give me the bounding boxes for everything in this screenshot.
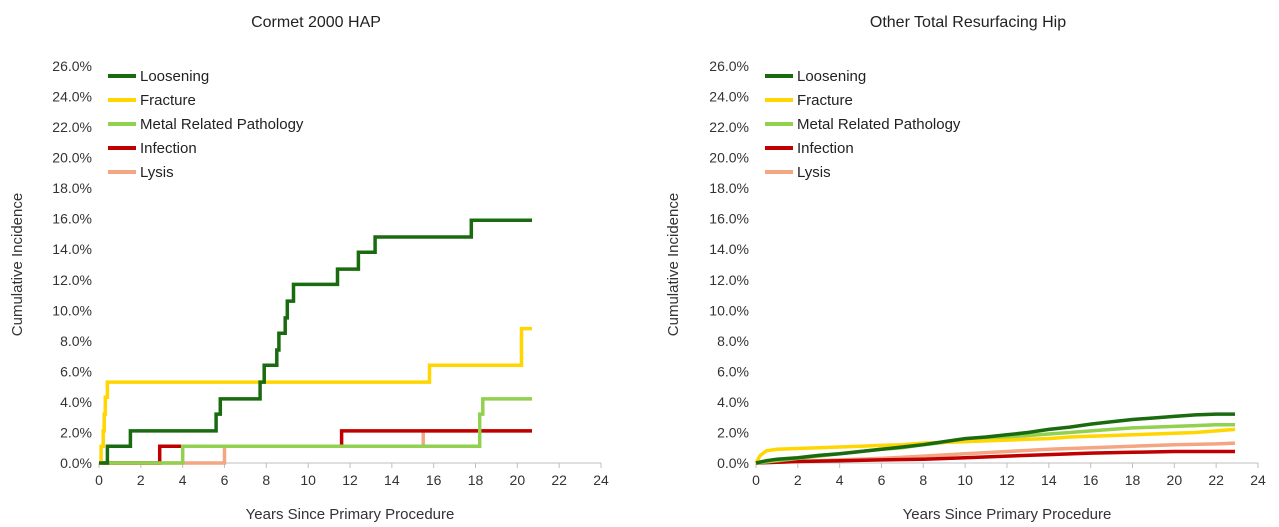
y-tick-label: 24.0% — [52, 89, 92, 105]
y-tick-label: 18.0% — [52, 180, 92, 196]
x-tick-label: 10 — [957, 472, 973, 488]
x-tick-label: 16 — [426, 472, 442, 488]
y-tick-label: 12.0% — [52, 272, 92, 288]
x-tick-label: 20 — [510, 472, 526, 488]
y-axis-label: Cumulative Incidence — [665, 193, 682, 336]
legend-label: Loosening — [140, 68, 209, 85]
y-tick-label: 16.0% — [52, 211, 92, 227]
y-tick-label: 4.0% — [60, 394, 92, 410]
y-tick-label: 24.0% — [709, 89, 749, 105]
y-tick-label: 10.0% — [709, 302, 749, 318]
y-tick-label: 20.0% — [52, 150, 92, 166]
x-tick-label: 4 — [836, 472, 844, 488]
x-tick-label: 14 — [1041, 472, 1057, 488]
x-tick-label: 18 — [1125, 472, 1141, 488]
chart-title: Other Total Resurfacing Hip — [870, 14, 1066, 31]
series-line-fracture — [99, 326, 532, 465]
legend-label: Infection — [797, 140, 854, 157]
y-tick-label: 8.0% — [60, 333, 92, 349]
series-line-infection — [755, 449, 1235, 465]
x-tick-label: 0 — [752, 472, 760, 488]
y-tick-label: 4.0% — [717, 394, 749, 410]
y-tick-label: 14.0% — [709, 241, 749, 257]
x-tick-label: 6 — [878, 472, 886, 488]
x-tick-label: 22 — [1208, 472, 1224, 488]
x-tick-label: 10 — [300, 472, 316, 488]
y-tick-label: 26.0% — [709, 58, 749, 74]
y-tick-label: 22.0% — [709, 119, 749, 135]
y-tick-label: 6.0% — [60, 363, 92, 379]
x-tick-label: 8 — [262, 472, 270, 488]
y-tick-label: 6.0% — [717, 363, 749, 379]
legend-label: Loosening — [797, 68, 866, 85]
x-tick-label: 20 — [1167, 472, 1183, 488]
y-tick-label: 2.0% — [717, 424, 749, 440]
x-tick-label: 4 — [179, 472, 187, 488]
x-tick-label: 6 — [221, 472, 229, 488]
y-tick-label: 18.0% — [709, 180, 749, 196]
x-tick-label: 8 — [919, 472, 927, 488]
y-tick-label: 0.0% — [60, 455, 92, 471]
x-tick-label: 18 — [468, 472, 484, 488]
y-tick-label: 26.0% — [52, 58, 92, 74]
legend-label: Metal Related Pathology — [140, 116, 304, 133]
x-tick-label: 22 — [551, 472, 567, 488]
x-tick-label: 12 — [999, 472, 1015, 488]
x-tick-label: 16 — [1083, 472, 1099, 488]
series-line-loosening — [755, 412, 1235, 465]
legend: Loosening Fracture Metal Related Pathology… — [108, 68, 304, 181]
y-tick-label: 0.0% — [717, 455, 749, 471]
y-tick-label: 20.0% — [709, 150, 749, 166]
x-tick-label: 14 — [384, 472, 400, 488]
legend-label: Fracture — [797, 92, 853, 109]
x-axis-label: Years Since Primary Procedure — [246, 506, 455, 523]
legend-label: Infection — [140, 140, 197, 157]
y-tick-label: 10.0% — [52, 302, 92, 318]
legend: Loosening Fracture Metal Related Pathology… — [765, 68, 961, 181]
series-line-loosening — [99, 218, 532, 465]
x-tick-label: 24 — [593, 472, 609, 488]
chart-title: Cormet 2000 HAP — [251, 14, 381, 31]
x-tick-label: 12 — [342, 472, 358, 488]
x-tick-label: 2 — [794, 472, 802, 488]
y-tick-label: 12.0% — [709, 272, 749, 288]
series-line-metal-related-pathology — [99, 397, 532, 465]
x-tick-label: 24 — [1250, 472, 1266, 488]
legend-label: Fracture — [140, 92, 196, 109]
y-tick-label: 14.0% — [52, 241, 92, 257]
x-axis-label: Years Since Primary Procedure — [903, 506, 1112, 523]
legend-label: Lysis — [140, 164, 174, 181]
series-line-fracture — [754, 427, 1236, 464]
y-tick-label: 16.0% — [709, 211, 749, 227]
x-tick-label: 2 — [137, 472, 145, 488]
legend-label: Lysis — [797, 164, 831, 181]
y-tick-label: 8.0% — [717, 333, 749, 349]
y-axis-label: Cumulative Incidence — [9, 193, 26, 336]
legend-label: Metal Related Pathology — [797, 116, 961, 133]
y-tick-label: 22.0% — [52, 119, 92, 135]
y-tick-label: 2.0% — [60, 424, 92, 440]
x-tick-label: 0 — [95, 472, 103, 488]
